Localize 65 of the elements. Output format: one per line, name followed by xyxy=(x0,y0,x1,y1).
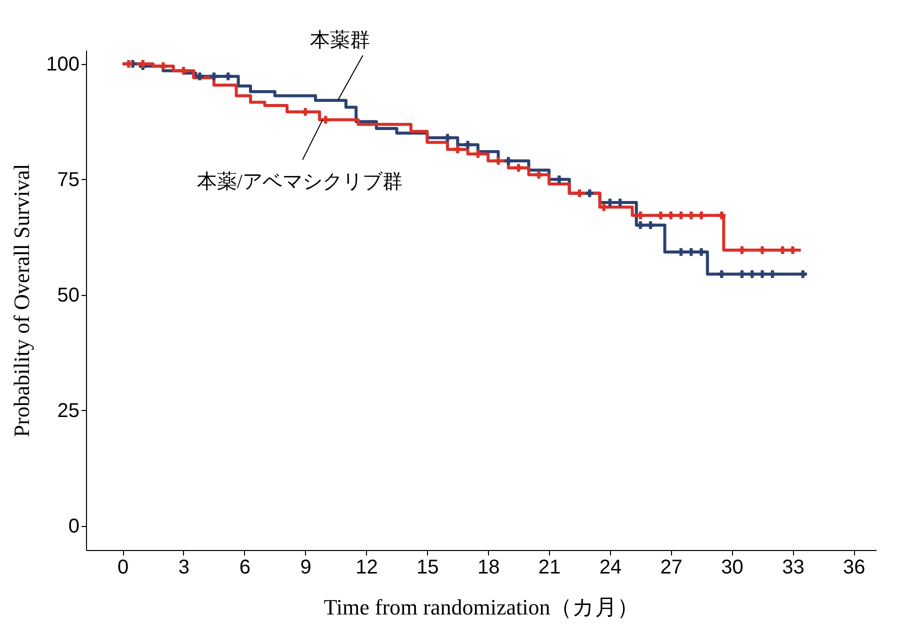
point xyxy=(444,134,452,142)
x-tick-label: 12 xyxy=(356,556,378,578)
point xyxy=(576,189,584,198)
point xyxy=(656,212,665,220)
point xyxy=(586,189,594,198)
x-tick-label: 6 xyxy=(239,556,250,578)
x-tick-label: 30 xyxy=(721,556,744,578)
x-tick-label: 0 xyxy=(117,556,129,578)
point xyxy=(210,72,218,80)
point xyxy=(799,270,807,278)
point xyxy=(224,72,232,80)
point xyxy=(748,270,756,278)
y-tick-label: 0 xyxy=(68,515,80,538)
point xyxy=(636,221,644,230)
x-axis-title: Time from randomization（カ月） xyxy=(324,594,640,620)
point xyxy=(535,170,543,179)
point xyxy=(196,72,204,80)
point xyxy=(474,150,482,158)
point xyxy=(687,248,696,256)
x-tick-label: 33 xyxy=(782,556,804,578)
x-tick-label: 9 xyxy=(300,556,312,578)
annotation: 本薬/アベマシクリブ群 xyxy=(196,170,402,193)
point xyxy=(180,66,188,75)
point xyxy=(667,212,675,220)
x-tick-label: 36 xyxy=(843,556,866,578)
y-axis-title: Probability of Overall Survival xyxy=(9,164,34,438)
point xyxy=(758,270,766,278)
point xyxy=(464,140,472,149)
x-tick-label: 21 xyxy=(538,556,561,578)
point xyxy=(778,246,786,254)
annotation: 本薬群 xyxy=(310,29,370,52)
x-tick-label: 15 xyxy=(416,556,439,578)
point xyxy=(677,248,685,256)
point xyxy=(687,212,696,220)
x-tick-label: 24 xyxy=(599,556,622,578)
point xyxy=(788,246,797,254)
point xyxy=(124,60,133,68)
point xyxy=(494,157,502,165)
point xyxy=(454,145,462,154)
point xyxy=(738,246,746,254)
point xyxy=(718,270,726,278)
point xyxy=(758,246,766,254)
x-tick-label: 27 xyxy=(660,556,683,578)
point xyxy=(504,157,512,165)
point xyxy=(301,108,310,116)
point xyxy=(159,62,168,70)
y-tick-label: 25 xyxy=(57,400,80,422)
point xyxy=(138,60,147,68)
point xyxy=(697,248,706,256)
point xyxy=(718,212,726,220)
x-tick-label: 3 xyxy=(178,556,190,578)
point xyxy=(600,203,608,211)
y-tick-label: 75 xyxy=(57,168,80,191)
x-tick-label: 18 xyxy=(477,556,500,578)
point xyxy=(555,176,564,184)
point xyxy=(322,116,330,124)
point xyxy=(768,270,776,278)
point xyxy=(738,270,746,278)
point xyxy=(514,164,522,172)
point xyxy=(636,212,644,220)
y-tick-label: 50 xyxy=(57,284,80,306)
point xyxy=(677,212,685,220)
y-tick-label: 100 xyxy=(46,53,80,76)
point xyxy=(697,212,706,220)
point xyxy=(646,221,654,230)
